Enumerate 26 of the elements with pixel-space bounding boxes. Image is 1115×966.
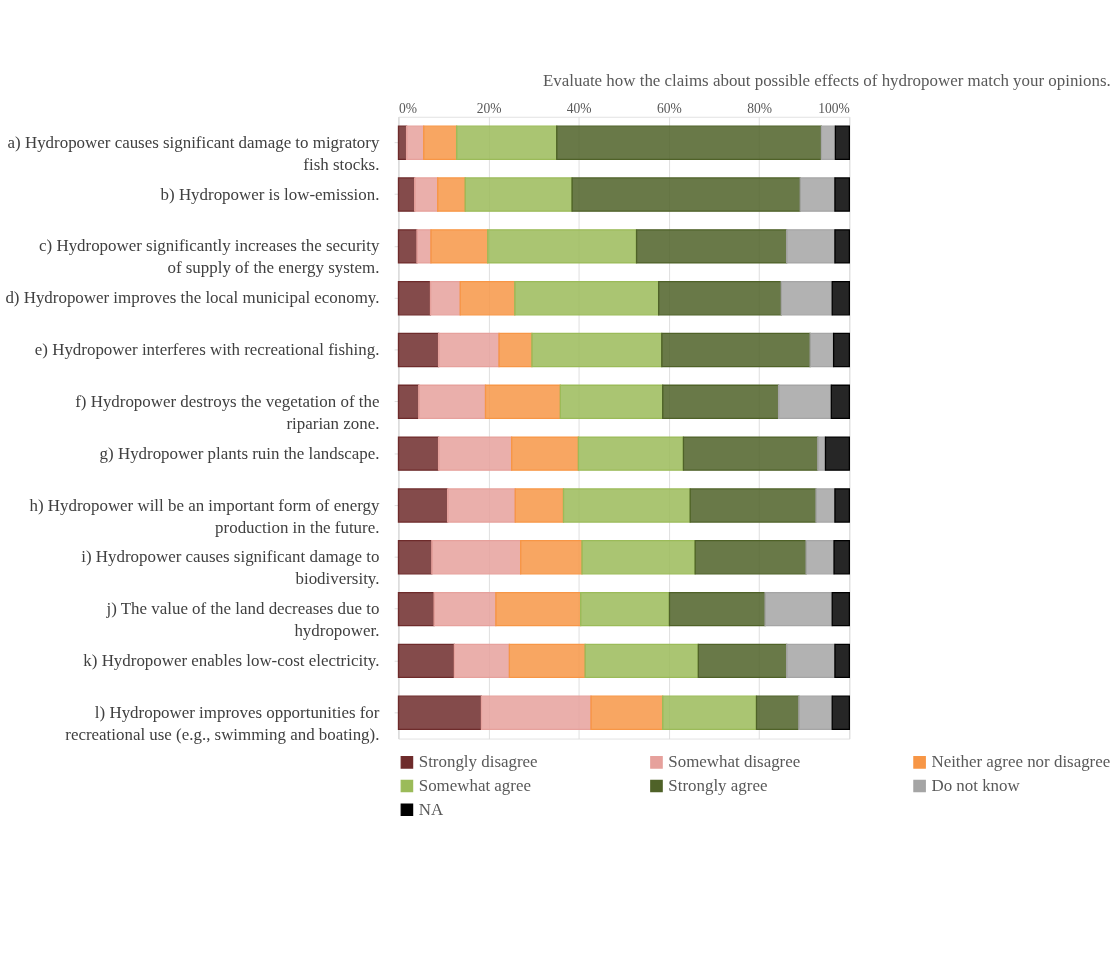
x-tick-label: 0% <box>398 101 417 117</box>
y-tick-label: c) Hydropower significantly increases the security of supply of the energy system. <box>39 236 380 278</box>
y-tick-label: l) Hydropower improves opportunities for recreational use (e.g., swimming and boating). <box>65 702 380 744</box>
x-tick-label: 60% <box>657 101 682 117</box>
y-tick-label: i) Hydropower causes significant damage to biodiversity. <box>81 547 380 589</box>
x-tick-label: 80% <box>747 101 772 117</box>
y-tick-label: b) Hydropower is low-emission. <box>160 184 380 204</box>
legend-label: Strongly agree <box>668 776 768 796</box>
legend-label: Somewhat disagree <box>668 752 801 772</box>
y-tick-label: d) Hydropower improves the local municipal economy. <box>5 288 380 308</box>
y-tick-label: f) Hydropower destroys the vegetation of the riparian zone. <box>75 391 380 433</box>
legend-label: Strongly disagree <box>418 752 538 772</box>
x-tick-label: 40% <box>566 101 592 117</box>
y-tick-label: a) Hydropower causes significant damage to migratory fish stocks. <box>7 132 380 174</box>
legend-label: Neither agree nor disagree <box>931 752 1111 772</box>
x-tick-label: 20% <box>476 101 502 117</box>
legend-label: NA <box>418 799 444 819</box>
y-tick-label: k) Hydropower enables low-cost electricity. <box>83 650 380 670</box>
legend-label: Do not know <box>931 776 1021 796</box>
y-tick-label: j) The value of the land decreases due to hydropower. <box>105 599 380 641</box>
y-tick-label: e) Hydropower interferes with recreational fishing. <box>34 340 380 360</box>
y-tick-label: h) Hydropower will be an important form of energy production in the future. <box>29 495 380 537</box>
x-tick-label: 100% <box>818 101 850 117</box>
legend-label: Somewhat agree <box>418 776 531 796</box>
chart-title: Evaluate how the claims about possible effects of hydropower match your opinions. <box>542 71 1111 91</box>
y-tick-label: g) Hydropower plants ruin the landscape. <box>99 443 380 463</box>
